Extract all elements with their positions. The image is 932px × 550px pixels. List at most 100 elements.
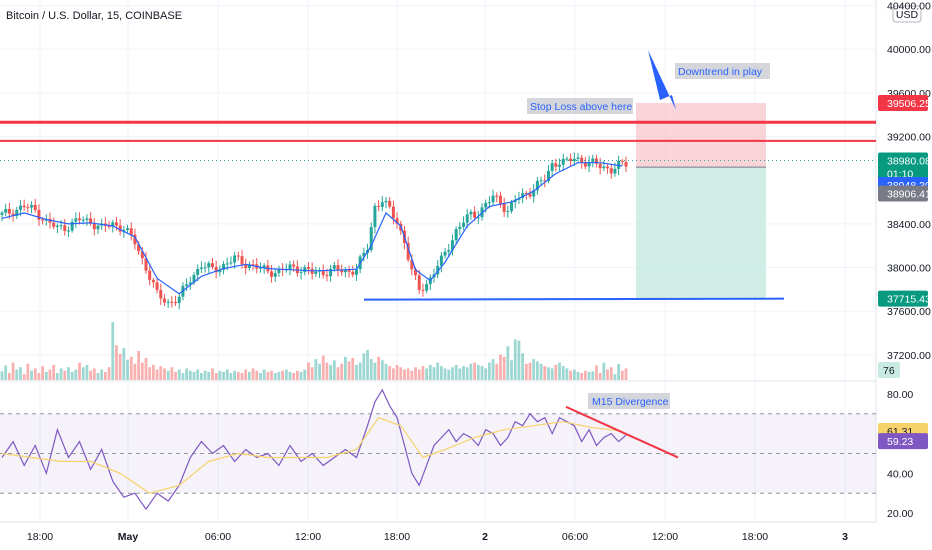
candle-body (85, 218, 89, 220)
candle-body (362, 252, 366, 257)
candle-body (546, 170, 550, 182)
candle-body (443, 251, 447, 256)
volume-bar (602, 362, 606, 380)
candle-body (351, 271, 355, 275)
volume-bar (251, 368, 255, 380)
volume-bar (613, 374, 617, 380)
target-zone[interactable] (636, 167, 766, 299)
rsi-line (1, 388, 627, 511)
volume-bar (277, 371, 281, 380)
volume-bar (565, 368, 569, 380)
volume-bar (273, 373, 277, 380)
downtrend-arrow[interactable] (648, 50, 676, 110)
volume-bar (107, 367, 111, 380)
candle-body (0, 212, 4, 215)
divergence-line[interactable] (565, 405, 679, 459)
volume-bar (340, 363, 344, 380)
volume-bar (414, 367, 417, 380)
candle-body (506, 211, 510, 213)
volume-bar (384, 363, 388, 380)
volume-bar (70, 371, 74, 380)
candle-body (207, 263, 211, 268)
volume-bar (617, 363, 621, 380)
volume-bar (366, 349, 369, 380)
candle-body (495, 195, 499, 197)
candle-body (155, 282, 159, 290)
prev-price-badge: 38906.41 (887, 189, 931, 201)
stop-loss-zone[interactable] (636, 103, 766, 168)
volume-bar (535, 361, 539, 380)
annotation-downtrend[interactable]: Downtrend in play (675, 63, 770, 79)
candle-body (258, 267, 262, 269)
candle-body (210, 263, 214, 267)
candle-body (417, 275, 421, 290)
price-tick-label: 39200.00 (887, 131, 931, 143)
candle-body (454, 228, 458, 241)
candle-body (465, 214, 469, 223)
volume-bar (233, 370, 237, 380)
volume-bar (336, 367, 340, 380)
volume-bar (103, 371, 107, 380)
candle-body (587, 161, 591, 167)
candle-body (498, 195, 502, 204)
time-axis: 18:00 May 06:00 12:00 18:00 2 06:00 12:00 18:00 3 (27, 531, 848, 543)
volume-bar (177, 369, 181, 380)
volume-bar (325, 362, 329, 380)
candle-body (476, 217, 480, 219)
support-line[interactable] (363, 297, 785, 301)
candle-body (74, 218, 78, 222)
candle-body (606, 166, 610, 169)
candle-body (4, 208, 8, 213)
volume-bar (499, 354, 502, 380)
candle-body (620, 160, 624, 162)
candle-body (558, 164, 562, 167)
volume-bar (284, 369, 288, 380)
volume-bar (321, 355, 325, 380)
candle-body (114, 222, 118, 226)
volume-bar (598, 373, 602, 380)
candle-body (550, 163, 554, 171)
currency-box[interactable] (892, 5, 922, 23)
volume-bar (310, 367, 314, 380)
candle-body (30, 205, 34, 208)
candle-body (133, 234, 137, 245)
annotation-downtrend-text: Downtrend in play (678, 66, 763, 78)
volume-bar (247, 371, 251, 380)
annotation-stop-loss[interactable]: Stop Loss above here (527, 98, 633, 114)
candle-body (576, 157, 580, 159)
annotation-divergence[interactable]: M15 Divergence (588, 393, 670, 409)
volume-bar (22, 374, 26, 380)
volume-bar (329, 364, 333, 380)
annotation-divergence-box (588, 393, 670, 409)
volume-bar (259, 373, 262, 380)
volume-bar (318, 363, 321, 380)
candle-body (583, 162, 587, 167)
candle-body (188, 282, 192, 285)
volume-bar (207, 371, 211, 380)
volume-bar (288, 371, 292, 380)
volume-bar (89, 370, 93, 380)
candle-body (598, 163, 602, 169)
price-tick-label: 38400.00 (887, 219, 931, 231)
candle-body (185, 284, 189, 286)
candle-body (236, 255, 240, 257)
volume-bar (26, 363, 30, 380)
trend-lines[interactable] (0, 120, 876, 301)
candle-body (484, 202, 488, 208)
volume-bar (59, 368, 63, 380)
volume-bar (92, 368, 96, 380)
time-tick-label: 12:00 (295, 531, 321, 543)
candle-body (262, 265, 266, 268)
rsi-value-badge-box (878, 433, 928, 450)
volume-bar (395, 364, 399, 380)
volume-bar (63, 370, 67, 380)
volume-bar (369, 359, 373, 380)
volume-bar (295, 370, 299, 380)
candle-body (447, 250, 451, 252)
volume-bar (447, 369, 451, 380)
volume-bar (428, 364, 432, 380)
volume-bar (148, 367, 152, 380)
target-price-badge-box (878, 290, 928, 307)
volume-bars (0, 322, 628, 380)
